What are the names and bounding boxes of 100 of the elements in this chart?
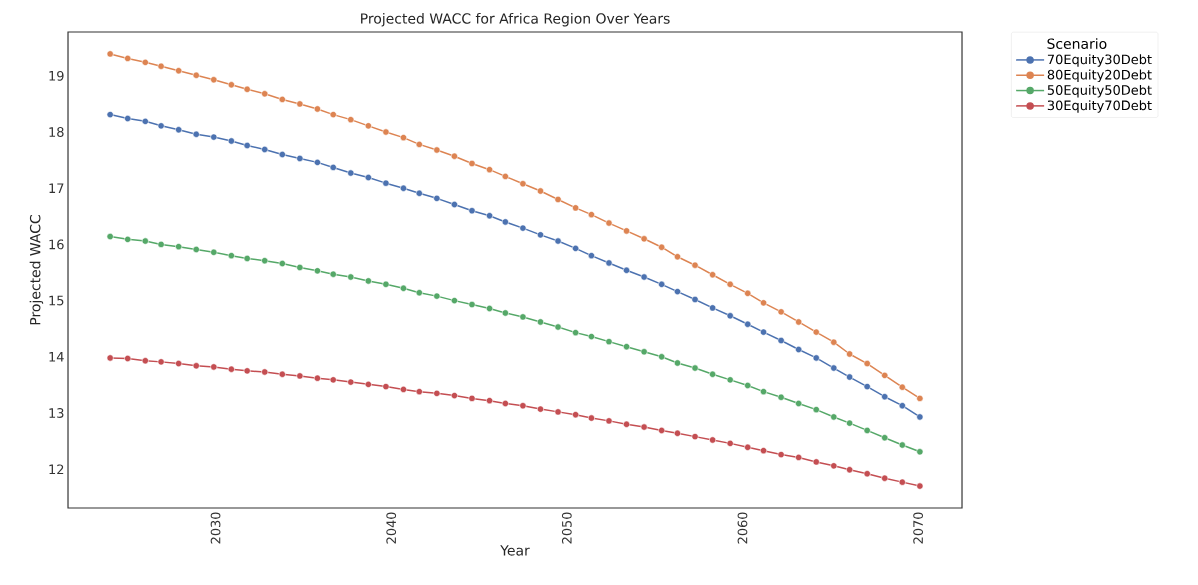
point bbox=[536, 405, 544, 413]
point bbox=[605, 417, 613, 425]
point bbox=[450, 201, 458, 209]
point bbox=[587, 333, 595, 341]
point bbox=[777, 393, 785, 401]
x-tick-label: 2040 bbox=[386, 512, 397, 544]
point bbox=[347, 169, 355, 177]
point bbox=[278, 260, 286, 268]
point bbox=[364, 122, 372, 130]
point bbox=[812, 406, 820, 414]
point bbox=[227, 81, 235, 89]
point bbox=[709, 436, 717, 444]
point bbox=[640, 348, 648, 356]
point bbox=[382, 179, 390, 187]
point bbox=[744, 381, 752, 389]
point bbox=[658, 353, 666, 361]
point bbox=[313, 267, 321, 275]
point bbox=[296, 154, 304, 162]
point bbox=[898, 478, 906, 486]
point bbox=[141, 58, 149, 66]
point bbox=[450, 152, 458, 160]
point bbox=[691, 364, 699, 372]
point bbox=[587, 414, 595, 422]
point bbox=[364, 174, 372, 182]
point bbox=[243, 367, 251, 375]
point bbox=[141, 117, 149, 125]
point bbox=[210, 76, 218, 84]
point bbox=[399, 184, 407, 192]
point bbox=[760, 388, 768, 396]
point bbox=[830, 413, 838, 421]
point bbox=[501, 218, 509, 226]
point bbox=[415, 140, 423, 148]
point bbox=[554, 408, 562, 416]
point bbox=[347, 273, 355, 281]
point bbox=[278, 95, 286, 103]
point bbox=[157, 122, 165, 130]
point bbox=[124, 235, 132, 243]
point bbox=[124, 115, 132, 123]
point bbox=[450, 297, 458, 305]
point bbox=[846, 350, 854, 358]
point bbox=[830, 462, 838, 470]
point bbox=[726, 280, 734, 288]
point bbox=[347, 378, 355, 386]
point bbox=[536, 187, 544, 195]
point bbox=[881, 371, 889, 379]
point bbox=[519, 224, 527, 232]
point bbox=[261, 257, 269, 265]
point bbox=[587, 252, 595, 260]
point bbox=[415, 189, 423, 197]
point bbox=[846, 373, 854, 381]
point bbox=[846, 466, 854, 474]
point bbox=[519, 180, 527, 188]
x-axis-title: Year bbox=[500, 545, 530, 556]
point bbox=[691, 295, 699, 303]
y-tick-label: 16 bbox=[49, 239, 64, 250]
y-axis-title: Projected WACC bbox=[29, 215, 44, 325]
point bbox=[227, 252, 235, 260]
point bbox=[795, 346, 803, 354]
x-tick-label: 2060 bbox=[737, 512, 748, 544]
point bbox=[227, 137, 235, 145]
point bbox=[554, 237, 562, 245]
point bbox=[863, 360, 871, 368]
point bbox=[364, 380, 372, 388]
point bbox=[673, 288, 681, 296]
y-tick-label: 15 bbox=[49, 295, 64, 306]
point bbox=[572, 244, 580, 252]
y-tick-label: 17 bbox=[49, 183, 64, 193]
point bbox=[210, 248, 218, 256]
point bbox=[175, 360, 183, 368]
point bbox=[486, 304, 494, 312]
legend-label: 80Equity20Debt bbox=[1047, 69, 1152, 83]
point bbox=[726, 312, 734, 320]
point bbox=[329, 163, 337, 171]
point bbox=[227, 365, 235, 373]
point bbox=[157, 240, 165, 248]
point bbox=[124, 54, 132, 62]
point bbox=[296, 263, 304, 271]
point bbox=[777, 308, 785, 316]
point bbox=[192, 245, 200, 253]
point bbox=[415, 388, 423, 396]
point bbox=[243, 85, 251, 93]
point bbox=[881, 393, 889, 401]
y-tick-label: 18 bbox=[49, 127, 64, 137]
point bbox=[881, 434, 889, 442]
point bbox=[210, 133, 218, 141]
point bbox=[640, 235, 648, 243]
point bbox=[468, 301, 476, 309]
y-tick-label: 19 bbox=[49, 70, 64, 81]
point bbox=[501, 309, 509, 317]
point bbox=[261, 368, 269, 376]
point bbox=[141, 357, 149, 365]
point bbox=[382, 383, 390, 391]
point bbox=[313, 158, 321, 166]
point bbox=[623, 420, 631, 428]
y-tick-label: 13 bbox=[49, 408, 64, 418]
point bbox=[640, 273, 648, 281]
point bbox=[744, 289, 752, 297]
point bbox=[795, 453, 803, 461]
point bbox=[433, 389, 441, 397]
point bbox=[106, 354, 114, 362]
